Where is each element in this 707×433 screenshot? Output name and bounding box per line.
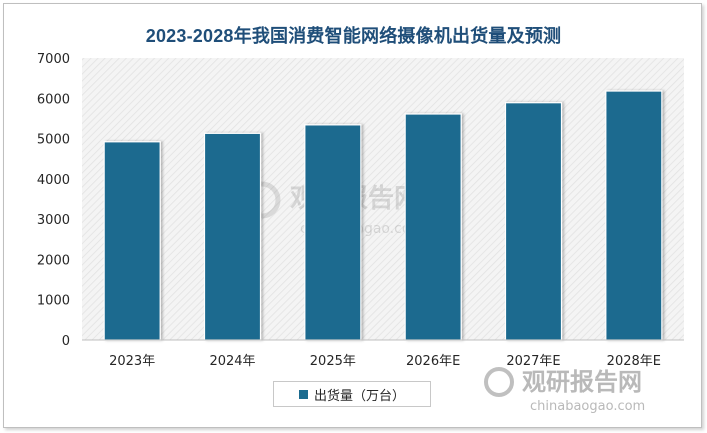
y-tick-label: 0 (62, 334, 70, 349)
bar (103, 141, 161, 341)
y-tick-label: 6000 (37, 92, 70, 107)
y-axis: 0 1000 2000 3000 4000 5000 6000 7000 (37, 52, 70, 349)
x-tick-label: 2027年E (506, 354, 560, 369)
corner-watermark: 观研报告网 chinabaogao.com (484, 367, 645, 414)
x-tick-label: 2025年 (310, 354, 356, 369)
x-axis: 2023年 2024年 2025年 2026年E 2027年E 2028年E (109, 354, 661, 369)
x-tick-label: 2023年 (109, 354, 155, 369)
y-tick-label: 5000 (37, 133, 70, 148)
corner-logo-icon (484, 367, 514, 397)
y-tick-label: 3000 (37, 213, 70, 228)
x-tick-label: 2026年E (406, 354, 460, 369)
y-tick-label: 1000 (37, 294, 70, 309)
chart-title: 2023-2028年我国消费智能网络摄像机出货量及预测 (145, 26, 562, 46)
y-tick-label: 2000 (37, 253, 70, 268)
y-tick-label: 7000 (37, 52, 70, 67)
corner-watermark-name: 观研报告网 (522, 368, 642, 396)
bar-series (103, 90, 663, 341)
x-tick-label: 2028年E (607, 354, 661, 369)
corner-watermark-url: chinabaogao.com (530, 399, 645, 414)
y-tick-label: 4000 (37, 173, 70, 188)
bar (605, 90, 663, 341)
bar (203, 132, 262, 341)
x-tick-label: 2024年 (209, 354, 255, 369)
plot-area (82, 58, 684, 340)
bar (404, 113, 462, 341)
legend: 出货量（万台） (273, 381, 431, 407)
legend-label: 出货量（万台） (313, 388, 405, 404)
legend-swatch (298, 389, 308, 399)
bar (504, 102, 563, 341)
bar (304, 124, 362, 341)
